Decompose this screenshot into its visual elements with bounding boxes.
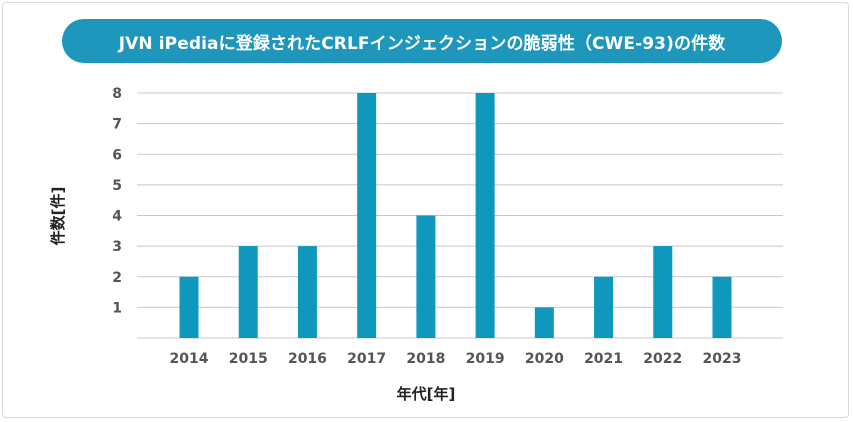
bar-2017 — [357, 93, 377, 338]
x-tick-label-2017: 2017 — [347, 351, 386, 367]
x-tick-label-2016: 2016 — [288, 351, 327, 367]
x-tick-label-2021: 2021 — [584, 351, 623, 367]
y-axis-label: 件数[件] — [49, 187, 67, 246]
x-tick-label-2014: 2014 — [170, 351, 209, 367]
bar-2019 — [475, 93, 495, 338]
y-tick-label: 4 — [112, 209, 122, 225]
y-tick-label: 2 — [112, 270, 122, 286]
x-tick-label-2015: 2015 — [229, 351, 268, 367]
y-tick-label: 8 — [112, 86, 122, 102]
bar-2016 — [297, 246, 317, 338]
x-tick-label-2020: 2020 — [525, 351, 564, 367]
y-tick-label: 1 — [112, 300, 122, 316]
bar-2022 — [653, 246, 673, 338]
bar-2018 — [416, 215, 436, 338]
bar-2015 — [238, 246, 258, 338]
y-tick-label: 6 — [112, 147, 122, 163]
x-tick-label-2022: 2022 — [643, 351, 682, 367]
bars — [179, 93, 732, 338]
y-tick-label: 5 — [112, 178, 122, 194]
chart-frame — [2, 2, 849, 418]
bar-2020 — [534, 307, 554, 338]
bar-2021 — [594, 276, 614, 338]
bar-2023 — [712, 276, 732, 338]
x-axis-label: 年代[年] — [397, 385, 456, 403]
bar-2014 — [179, 276, 199, 338]
x-tick-label-2019: 2019 — [466, 351, 505, 367]
chart-title: JVN iPediaに登録されたCRLFインジェクションの脆弱性（CWE-93)… — [62, 19, 782, 63]
y-tick-labels: 1 2 3 4 5 6 7 8 — [112, 86, 122, 316]
x-tick-label-2023: 2023 — [703, 351, 742, 367]
y-tick-label: 3 — [112, 239, 122, 255]
x-tick-label-2018: 2018 — [406, 351, 445, 367]
y-tick-label: 7 — [112, 117, 122, 133]
gridlines — [137, 92, 783, 339]
x-tick-labels: 2014 2015 2016 2017 2018 2019 2020 2021 2022 2023 — [170, 351, 742, 367]
